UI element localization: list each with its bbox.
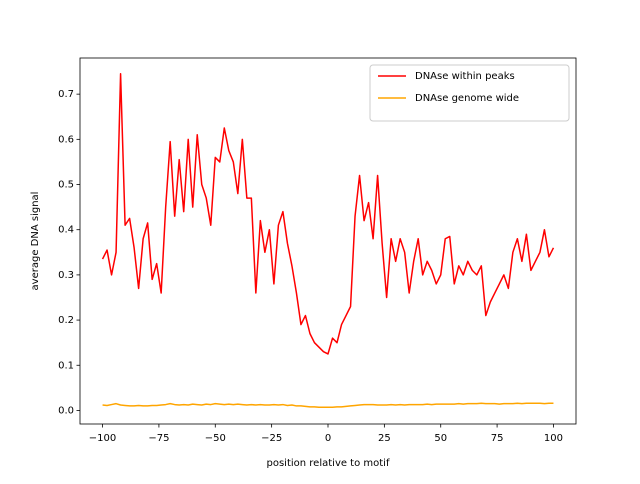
x-tick-label: 25 bbox=[378, 433, 391, 444]
x-tick-label: −100 bbox=[89, 433, 116, 444]
x-tick-label: −75 bbox=[148, 433, 169, 444]
y-tick-label: 0.6 bbox=[58, 134, 74, 145]
x-tick-label: −50 bbox=[205, 433, 226, 444]
axes-frame bbox=[79, 57, 577, 425]
legend-label: DNAse genome wide bbox=[415, 93, 519, 104]
y-tick-label: 0.3 bbox=[58, 270, 74, 281]
y-axis-label: average DNA signal bbox=[30, 192, 41, 291]
series-line bbox=[101, 73, 555, 355]
y-tick-label: 0.5 bbox=[58, 180, 74, 191]
x-tick-label: 100 bbox=[544, 433, 563, 444]
legend-box bbox=[369, 64, 570, 122]
y-tick-label: 0.2 bbox=[58, 315, 74, 326]
y-tick-label: 0.7 bbox=[58, 89, 74, 100]
legend-label: DNAse within peaks bbox=[415, 71, 515, 82]
x-tick-label: 50 bbox=[434, 433, 447, 444]
x-tick-label: 0 bbox=[325, 433, 331, 444]
x-tick-label: −25 bbox=[261, 433, 282, 444]
x-axis-label: position relative to motif bbox=[267, 458, 390, 469]
y-tick-label: 0.0 bbox=[58, 405, 74, 416]
y-tick-label: 0.1 bbox=[58, 360, 74, 371]
series-line bbox=[102, 402, 554, 409]
x-tick-label: 75 bbox=[491, 433, 504, 444]
y-tick-label: 0.4 bbox=[58, 225, 74, 236]
